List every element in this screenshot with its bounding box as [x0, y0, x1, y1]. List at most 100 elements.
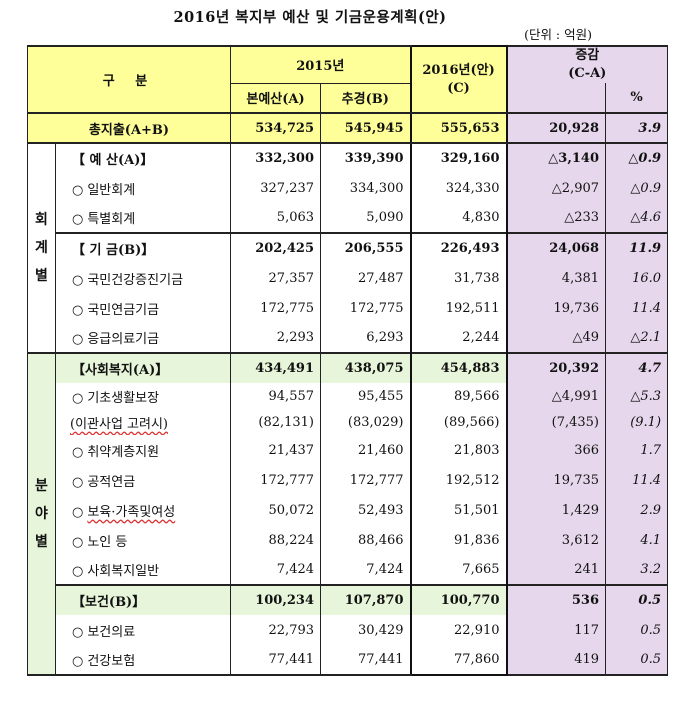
header-row-2: 본예산(A) 추경(B) % [28, 83, 669, 114]
row-label: 총지출(A+B) [26, 112, 232, 144]
cell-pct: 0.5 [605, 615, 669, 645]
cell-b: 30,429 [320, 615, 412, 645]
row-welfare-general: ○ 사회복지일반 7,424 7,424 7,665 241 3.2 [28, 555, 669, 585]
cell-a: 327,237 [230, 173, 322, 203]
row-label-text: 공적연금 [87, 474, 136, 490]
row-special: ○ 특별회계 5,063 5,090 4,830 △233 △4.6 [28, 203, 669, 233]
cell-a: 21,437 [230, 435, 322, 465]
cell-pct: 2.9 [605, 495, 669, 525]
bullet-icon: ○ [72, 564, 84, 579]
row-emergency-fund: ○ 응급의료기금 2,293 6,293 2,244 △49 △2.1 [28, 323, 669, 353]
row-label: ○ 국민연금기금 [54, 293, 232, 323]
cell-c: 21,803 [409, 435, 508, 465]
cell-c: 2,244 [409, 323, 508, 353]
cell-b: 107,870 [320, 584, 412, 615]
row-label: ○ 노인 등 [54, 525, 232, 555]
cell-diff: 19,736 [506, 293, 607, 323]
cell-a: 534,725 [230, 112, 322, 144]
row-label-text: (이관사업 고려시) [70, 416, 168, 432]
cell-pct: 11.4 [605, 293, 669, 323]
cell-b: 438,075 [320, 352, 412, 383]
header-pct: % [605, 83, 669, 114]
cell-a: 2,293 [230, 323, 322, 353]
cell-diff: △3,140 [506, 142, 607, 173]
cell-pct: (9.1) [605, 409, 669, 435]
cell-c: 7,665 [409, 555, 508, 585]
cell-c: 324,330 [409, 173, 508, 203]
cell-diff: 19,735 [506, 465, 607, 495]
cell-a: 202,425 [230, 232, 322, 263]
bullet-icon: ○ [72, 332, 84, 347]
header-2016: 2016년(안) (C) [409, 45, 508, 114]
bullet-icon: ○ [72, 272, 84, 288]
cell-b: 545,945 [320, 112, 412, 144]
cell-a: 172,775 [230, 293, 322, 323]
row-label-text: 응급의료기금 [87, 332, 160, 347]
row-label: 【보건(B)】 [54, 584, 232, 615]
bullet-icon: ○ [72, 302, 84, 318]
cell-diff: 3,612 [506, 525, 607, 555]
cell-b: 206,555 [320, 232, 412, 263]
cell-diff: 4,381 [506, 263, 607, 293]
cell-pct: △0.9 [605, 142, 669, 173]
cell-a: 22,793 [230, 615, 322, 645]
cell-pct: 0.5 [605, 584, 669, 615]
row-label-text: 기초생활보장 [87, 390, 160, 406]
cell-pct: 3.9 [605, 112, 669, 144]
cell-c: 91,836 [409, 525, 508, 555]
row-total: 총지출(A+B) 534,725 545,945 555,653 20,928 … [26, 112, 669, 144]
header-gubun: 구 분 [26, 45, 232, 114]
cell-a: 5,063 [230, 203, 322, 233]
cell-a: 27,357 [230, 263, 322, 293]
cell-a: 50,072 [230, 495, 322, 525]
header-change-empty [506, 83, 607, 114]
header-col-a: 본예산(A) [230, 83, 322, 114]
cell-a: 100,234 [230, 584, 322, 615]
row-general: ○ 일반회계 327,237 334,300 324,330 △2,907 △0.… [28, 173, 669, 203]
cell-c: 454,883 [409, 352, 508, 383]
category-sector: 분 야 별 [27, 352, 56, 676]
row-label-text: 특별회계 [87, 212, 136, 227]
row-elderly: ○ 노인 등 88,224 88,466 91,836 3,612 4.1 [28, 525, 669, 555]
row-label-text: 국민연금기금 [87, 302, 160, 318]
row-label-text: 보육·가족및여성 [87, 504, 176, 520]
cell-c: 4,830 [409, 203, 508, 233]
header-col-b: 추경(B) [320, 83, 412, 114]
cell-b: 6,293 [320, 323, 412, 353]
cell-a: 434,491 [230, 352, 322, 383]
cell-diff: 241 [506, 555, 607, 585]
cell-diff: 20,928 [506, 112, 607, 144]
row-label: 【 기 금(B)】 [54, 232, 232, 263]
row-vulnerable: ○ 취약계층지원 21,437 21,460 21,803 366 1.7 [28, 435, 669, 465]
bullet-icon: ○ [72, 390, 84, 406]
cell-diff: 117 [506, 615, 607, 645]
row-budget: 회 계 별 【 예 산(A)】 332,300 339,390 329,160 … [27, 142, 669, 354]
cell-diff: △2,907 [506, 173, 607, 203]
cell-a: (82,131) [230, 409, 322, 435]
bullet-icon: ○ [72, 474, 84, 490]
cell-c: 31,738 [409, 263, 508, 293]
row-label: ○ 공적연금 [54, 465, 232, 495]
header-change: 증감 (C-A) [506, 45, 669, 83]
unit-label: (단위 : 억원) [524, 27, 592, 42]
bullet-icon: ○ [72, 534, 84, 550]
row-label: ○ 취약계층지원 [54, 435, 232, 465]
row-childcare: ○ 보육·가족및여성 50,072 52,493 51,501 1,429 2.9 [28, 495, 669, 525]
cell-c: 192,512 [409, 465, 508, 495]
row-label-text: 보건의료 [87, 624, 136, 640]
row-label-text: 사회복지일반 [87, 564, 160, 579]
header-2016-line1: 2016년(안) [422, 62, 495, 78]
row-label: (이관사업 고려시) [54, 409, 232, 435]
cell-b: (83,029) [320, 409, 412, 435]
row-health: 【보건(B)】 100,234 107,870 100,770 536 0.5 [28, 584, 669, 615]
row-label: 【 예 산(A)】 [54, 142, 232, 173]
header-2016-line2: (C) [447, 80, 470, 96]
header-row-1: 구 분 2015년 2016년(안) (C) 증감 (C-A) [26, 45, 669, 114]
row-label: ○ 기초생활보장 [54, 383, 232, 409]
cell-b: 95,455 [320, 383, 412, 409]
row-welfare: 분 야 별 【사회복지(A)】 434,491 438,075 454,883 … [27, 352, 669, 676]
cell-pct: 3.2 [605, 555, 669, 585]
cell-b: 27,487 [320, 263, 412, 293]
cell-c: 77,860 [409, 645, 508, 676]
row-label-text: 노인 등 [87, 534, 128, 550]
